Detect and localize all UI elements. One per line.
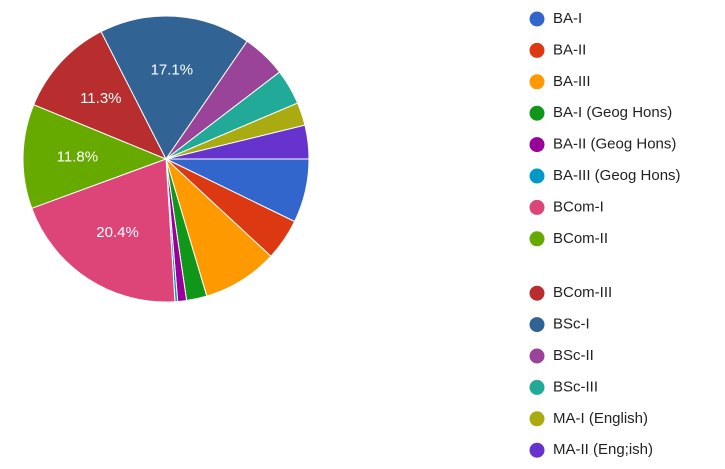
legend-swatch	[529, 137, 545, 153]
legend-label: BCom-I	[553, 198, 604, 215]
legend-swatch	[529, 442, 545, 458]
slice-label: 11.8%	[57, 148, 98, 165]
pie-slice	[33, 30, 168, 160]
legend-label: BA-I (Geog Hons)	[553, 104, 672, 121]
legend-label: BA-II	[553, 41, 586, 58]
legend-swatch	[529, 105, 545, 121]
legend-swatch	[529, 317, 545, 333]
legend-swatch	[529, 42, 545, 58]
pie-slice	[22, 104, 168, 209]
legend-swatch	[529, 11, 545, 27]
legend-label: BA-II (Geog Hons)	[553, 136, 676, 153]
slice-label: 11.3%	[80, 90, 121, 107]
legend-label: BA-III	[553, 73, 591, 90]
legend-swatch	[529, 231, 545, 247]
legend-label: MA-I (English)	[553, 410, 648, 427]
legend-swatch	[529, 285, 545, 301]
pie-slice	[165, 124, 310, 160]
legend-swatch	[529, 74, 545, 90]
legend-swatch	[529, 411, 545, 427]
slice-label: 20.4%	[96, 224, 139, 241]
legend-label: MA-II (Eng;ish)	[553, 441, 653, 458]
legend-swatch	[529, 348, 545, 364]
slice-label: 17.1%	[151, 62, 194, 79]
legend-label: BSc-III	[553, 378, 598, 395]
pie-slice	[31, 158, 176, 303]
legend-label: BSc-I	[553, 316, 590, 333]
legend-label: BCom-III	[553, 284, 612, 301]
legend-swatch	[529, 199, 545, 215]
legend-swatch	[529, 379, 545, 395]
legend-label: BSc-II	[553, 347, 594, 364]
pie-slice	[100, 15, 248, 160]
legend-swatch	[529, 168, 545, 184]
legend-label: BCom-II	[553, 230, 608, 247]
legend-label: BA-I	[553, 10, 582, 27]
legend-label: BA-III (Geog Hons)	[553, 167, 681, 184]
